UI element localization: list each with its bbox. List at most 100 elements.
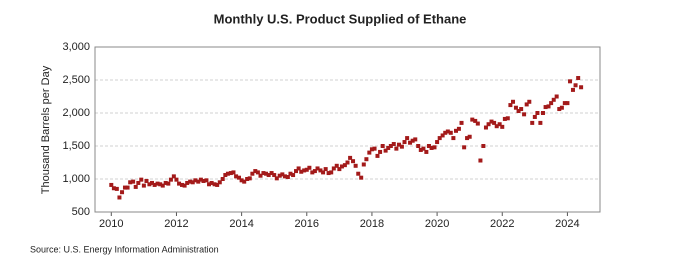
point <box>109 182 114 187</box>
point <box>530 120 535 125</box>
point <box>399 144 404 149</box>
point <box>418 147 423 152</box>
point <box>117 195 122 200</box>
point <box>543 105 548 110</box>
point <box>158 182 163 187</box>
point <box>459 120 464 125</box>
point <box>217 180 222 185</box>
point <box>359 175 364 180</box>
point <box>182 183 187 188</box>
point <box>497 122 502 127</box>
point <box>405 136 410 141</box>
point <box>492 120 497 125</box>
x-tick-label: 2012 <box>164 218 188 230</box>
point <box>266 173 271 178</box>
point <box>239 178 244 183</box>
point <box>198 177 203 182</box>
point <box>125 185 130 190</box>
point <box>294 169 299 174</box>
point <box>160 183 165 188</box>
point <box>565 101 570 106</box>
point <box>416 144 421 148</box>
point <box>288 171 293 176</box>
point <box>410 138 415 143</box>
point <box>321 170 326 175</box>
point <box>546 104 551 109</box>
point <box>310 170 315 175</box>
point <box>538 120 543 125</box>
point <box>141 183 146 188</box>
y-tick-label: 1,000 <box>62 173 90 185</box>
point <box>228 171 233 176</box>
point <box>557 107 562 112</box>
point <box>478 158 483 163</box>
point <box>339 164 344 169</box>
point <box>174 177 179 182</box>
plot-frame <box>94 46 601 213</box>
point <box>396 142 401 147</box>
point <box>549 101 554 106</box>
point <box>456 126 461 131</box>
point <box>519 107 524 112</box>
point <box>448 130 453 135</box>
point <box>337 167 342 172</box>
point <box>231 170 236 175</box>
point <box>204 178 209 183</box>
point <box>408 140 413 145</box>
point <box>516 109 521 114</box>
point <box>437 136 442 141</box>
point <box>522 112 527 117</box>
point <box>171 174 176 179</box>
point <box>152 182 157 187</box>
point <box>131 179 136 184</box>
point <box>481 144 486 148</box>
point <box>388 144 393 148</box>
x-tick-label: 2014 <box>229 218 253 230</box>
point <box>245 177 250 181</box>
point <box>212 182 217 187</box>
point <box>432 145 437 150</box>
point <box>179 182 184 187</box>
point <box>413 137 418 142</box>
point <box>532 114 537 119</box>
point <box>576 76 581 81</box>
point <box>196 179 201 184</box>
point <box>188 179 193 184</box>
point <box>326 171 331 176</box>
point <box>225 171 230 176</box>
point <box>168 177 173 182</box>
point <box>185 180 190 185</box>
point <box>508 103 513 108</box>
point <box>391 142 396 147</box>
point <box>462 145 467 150</box>
point <box>513 105 518 110</box>
point <box>331 166 336 171</box>
point <box>489 119 494 124</box>
point <box>299 169 304 174</box>
point <box>429 145 434 150</box>
point <box>111 186 116 191</box>
point <box>443 130 448 135</box>
point <box>242 179 247 184</box>
y-tick-label: 2,000 <box>62 107 90 119</box>
point <box>424 149 429 154</box>
point <box>475 121 480 126</box>
point <box>334 163 339 168</box>
point <box>372 146 377 151</box>
point <box>150 180 155 185</box>
point <box>435 140 440 145</box>
point <box>264 171 269 176</box>
point <box>394 146 399 151</box>
point <box>272 173 277 178</box>
point <box>215 182 220 187</box>
point <box>307 165 312 170</box>
point <box>511 99 516 104</box>
point <box>402 140 407 145</box>
point <box>483 125 488 130</box>
x-tick-label: 2020 <box>425 218 449 230</box>
point <box>570 87 575 92</box>
point <box>351 159 356 164</box>
source-note: Source: U.S. Energy Information Administ… <box>30 244 219 254</box>
point <box>201 178 206 183</box>
